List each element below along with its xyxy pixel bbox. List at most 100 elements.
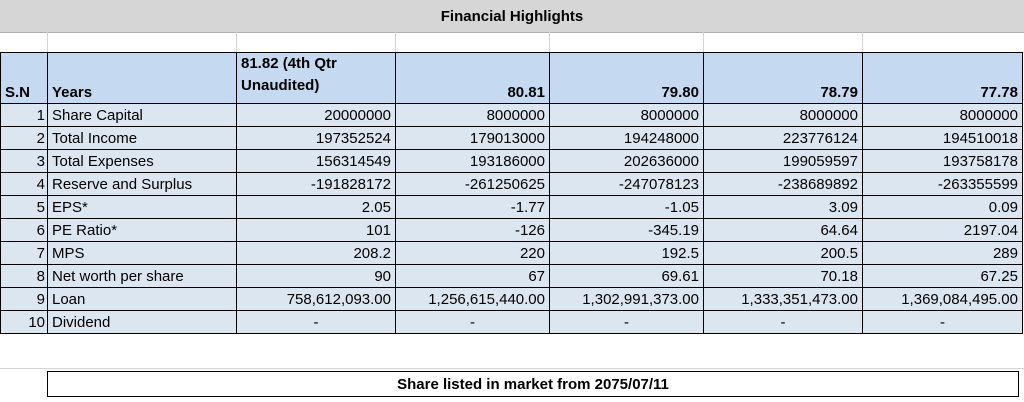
row-value: 69.61 — [549, 264, 704, 288]
row-label: Dividend — [47, 310, 237, 334]
row-value: 200.5 — [703, 241, 863, 265]
empty-grid-row — [0, 348, 1024, 369]
grid-divider — [47, 32, 48, 52]
row-value: 8000000 — [395, 103, 550, 127]
header-year-77-78: 77.78 — [862, 52, 1023, 104]
row-value: 194510018 — [862, 126, 1023, 150]
header-year-81-82: 81.82 (4th Qtr Unaudited) — [236, 52, 396, 104]
row-value: - — [549, 310, 704, 334]
row-value: 193758178 — [862, 149, 1023, 173]
row-sn: 3 — [0, 149, 48, 173]
row-value: -191828172 — [236, 172, 396, 196]
row-sn: 5 — [0, 195, 48, 219]
row-label: Total Income — [47, 126, 237, 150]
listing-note: Share listed in market from 2075/07/11 — [47, 371, 1019, 397]
row-value: -126 — [395, 218, 550, 242]
row-value: 64.64 — [703, 218, 863, 242]
row-value: -263355599 — [862, 172, 1023, 196]
table-row: 1 Share Capital 20000000 8000000 8000000 8000… — [0, 103, 1023, 127]
row-value: 3.09 — [703, 195, 863, 219]
row-value: 193186000 — [395, 149, 550, 173]
row-value: 2197.04 — [862, 218, 1023, 242]
row-value: 220 — [395, 241, 550, 265]
table-row: 8 Net worth per share 90 67 69.61 70.18 67.25 — [0, 264, 1023, 288]
row-value: 1,333,351,473.00 — [703, 287, 863, 311]
row-sn: 10 — [0, 310, 48, 334]
grid-divider — [862, 32, 863, 52]
table-row: 6 PE Ratio* 101 -126 -345.19 64.64 2197.04 — [0, 218, 1023, 242]
row-value: 289 — [862, 241, 1023, 265]
header-year-79-80: 79.80 — [549, 52, 704, 104]
grid-divider — [236, 32, 237, 52]
row-label: Net worth per share — [47, 264, 237, 288]
grid-divider — [703, 32, 704, 52]
row-value: 70.18 — [703, 264, 863, 288]
row-value: 67.25 — [862, 264, 1023, 288]
row-label: Loan — [47, 287, 237, 311]
row-sn: 8 — [0, 264, 48, 288]
row-value: 1,369,084,495.00 — [862, 287, 1023, 311]
row-value: 208.2 — [236, 241, 396, 265]
empty-grid-row — [0, 32, 1024, 53]
row-value: -345.19 — [549, 218, 704, 242]
header-year-80-81: 80.81 — [395, 52, 550, 104]
row-label: PE Ratio* — [47, 218, 237, 242]
row-value: - — [395, 310, 550, 334]
table-row: 5 EPS* 2.05 -1.77 -1.05 3.09 0.09 — [0, 195, 1023, 219]
table-row: 9 Loan 758,612,093.00 1,256,615,440.00 1,302… — [0, 287, 1023, 311]
row-value: 20000000 — [236, 103, 396, 127]
table-body: 1 Share Capital 20000000 8000000 8000000 8000… — [0, 103, 1023, 334]
row-label: EPS* — [47, 195, 237, 219]
row-value: 8000000 — [549, 103, 704, 127]
row-value: 2.05 — [236, 195, 396, 219]
row-value: -238689892 — [703, 172, 863, 196]
row-value: -1.77 — [395, 195, 550, 219]
row-value: 90 — [236, 264, 396, 288]
grid-divider — [395, 32, 396, 52]
row-value: 101 — [236, 218, 396, 242]
row-label: MPS — [47, 241, 237, 265]
header-years: Years — [47, 52, 237, 104]
row-value: -1.05 — [549, 195, 704, 219]
sheet-title: Financial Highlights — [0, 0, 1024, 33]
row-value: 156314549 — [236, 149, 396, 173]
row-value: -261250625 — [395, 172, 550, 196]
table-row: 4 Reserve and Surplus -191828172 -261250625… — [0, 172, 1023, 196]
row-value: 8000000 — [703, 103, 863, 127]
row-value: 197352524 — [236, 126, 396, 150]
row-value: 1,256,615,440.00 — [395, 287, 550, 311]
row-sn: 1 — [0, 103, 48, 127]
table-row: 10 Dividend - - - - - — [0, 310, 1023, 334]
row-value: 192.5 — [549, 241, 704, 265]
financial-highlights-table: S.N Years 81.82 (4th Qtr Unaudited) 80.8… — [0, 52, 1023, 334]
row-value: - — [862, 310, 1023, 334]
grid-divider — [549, 32, 550, 52]
row-sn: 4 — [0, 172, 48, 196]
row-value: 223776124 — [703, 126, 863, 150]
row-value: 179013000 — [395, 126, 550, 150]
row-value: 1,302,991,373.00 — [549, 287, 704, 311]
row-value: 202636000 — [549, 149, 704, 173]
row-sn: 7 — [0, 241, 48, 265]
row-value: - — [703, 310, 863, 334]
row-value: - — [236, 310, 396, 334]
table-row: 7 MPS 208.2 220 192.5 200.5 289 — [0, 241, 1023, 265]
header-year-78-79: 78.79 — [703, 52, 863, 104]
row-sn: 9 — [0, 287, 48, 311]
row-label: Reserve and Surplus — [47, 172, 237, 196]
row-value: 8000000 — [862, 103, 1023, 127]
row-value: 194248000 — [549, 126, 704, 150]
row-value: 758,612,093.00 — [236, 287, 396, 311]
row-value: 199059597 — [703, 149, 863, 173]
table-header-row: S.N Years 81.82 (4th Qtr Unaudited) 80.8… — [0, 52, 1023, 104]
row-sn: 6 — [0, 218, 48, 242]
row-label: Share Capital — [47, 103, 237, 127]
row-value: -247078123 — [549, 172, 704, 196]
header-sn: S.N — [0, 52, 48, 104]
row-value: 67 — [395, 264, 550, 288]
table-row: 3 Total Expenses 156314549 193186000 2026360… — [0, 149, 1023, 173]
table-row: 2 Total Income 197352524 179013000 194248000… — [0, 126, 1023, 150]
row-value: 0.09 — [862, 195, 1023, 219]
row-sn: 2 — [0, 126, 48, 150]
